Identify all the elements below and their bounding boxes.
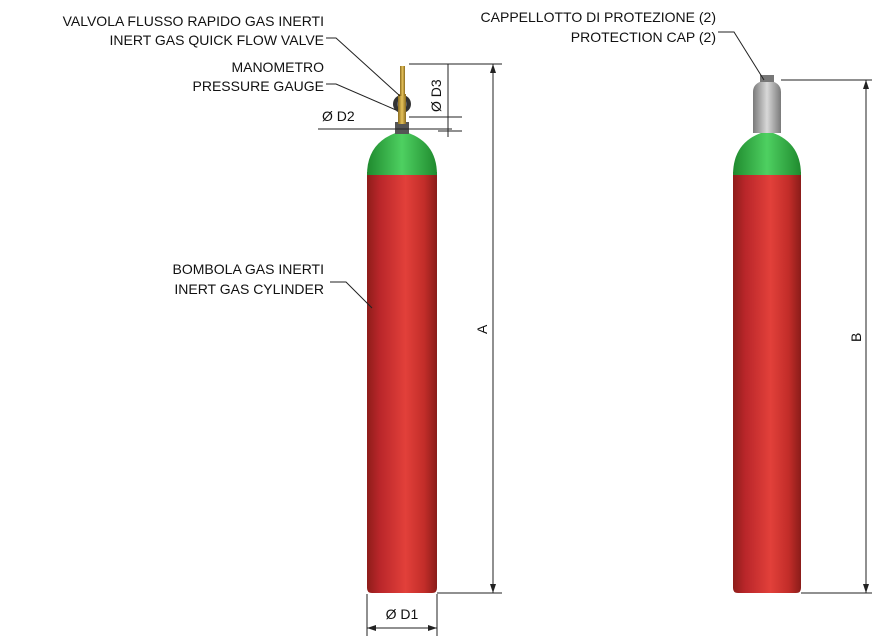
cylinder-leader	[330, 281, 373, 309]
cylinder-shoulder	[367, 131, 437, 175]
valve-body	[398, 94, 406, 124]
cylinder-shoulder	[733, 131, 801, 175]
valve-label-en: INERT GAS QUICK FLOW VALVE	[110, 32, 324, 48]
dim-b: B	[848, 333, 864, 342]
cylinder-label-it: BOMBOLA GAS INERTI	[173, 261, 324, 277]
cylinder-body	[367, 172, 437, 593]
cap-label-it: CAPPELLOTTO DI PROTEZIONE (2)	[481, 9, 716, 25]
left-cylinder	[367, 66, 437, 593]
cap-label-en: PROTECTION CAP (2)	[571, 29, 716, 45]
gauge-label-en: PRESSURE GAUGE	[193, 78, 324, 94]
dim-d2: Ø D2	[322, 108, 355, 124]
valve-leader	[326, 37, 401, 97]
gauge-label-it: MANOMETRO	[231, 59, 324, 75]
valve-lever	[400, 66, 405, 96]
cap-leader	[718, 31, 765, 81]
dimension-lines	[318, 63, 872, 636]
dim-a: A	[474, 324, 490, 334]
right-cylinder	[733, 75, 801, 593]
valve-label-it: VALVOLA FLUSSO RAPIDO GAS INERTI	[63, 13, 324, 29]
leader-lines	[326, 31, 765, 309]
dim-d1: Ø D1	[386, 606, 419, 622]
callouts: VALVOLA FLUSSO RAPIDO GAS INERTI INERT G…	[63, 9, 716, 297]
dimension-labels: Ø D2 Ø D3 A B Ø D1	[322, 79, 864, 622]
dim-d3: Ø D3	[428, 79, 444, 112]
gauge-leader	[326, 83, 397, 111]
cylinder-neck	[395, 122, 409, 134]
cylinder-body	[733, 172, 801, 593]
protection-cap	[753, 80, 781, 133]
cylinder-label-en: INERT GAS CYLINDER	[174, 281, 324, 297]
